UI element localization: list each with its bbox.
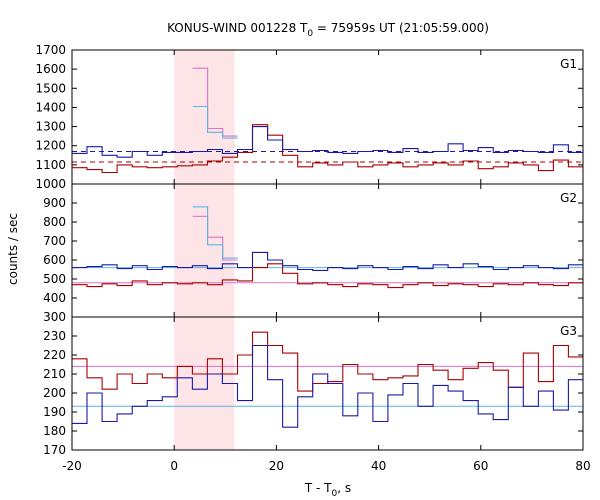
y-tick-label: 900 [43, 196, 66, 210]
x-axis-title: T - T0, s [304, 481, 351, 499]
x-tick-label: 60 [473, 459, 488, 473]
y-tick-label: 180 [43, 424, 66, 438]
y-tick-label: 230 [43, 329, 66, 343]
chart-title-main: KONUS-WIND 001228 T [167, 21, 308, 35]
panel-label-g2: G2 [560, 191, 577, 205]
panel-g3: 170 180 190 200 210 220 230 G3 [43, 316, 584, 457]
series-g1-0 [72, 124, 583, 174]
x-tick-label: -20 [62, 459, 82, 473]
series-g1-3 [192, 105, 238, 139]
y-tick-label: 300 [43, 310, 66, 324]
y-tick-label: 700 [43, 234, 66, 248]
x-tick-label: 80 [575, 459, 590, 473]
y-tick-label: 1400 [35, 100, 66, 114]
y-tick-label: 1500 [35, 81, 66, 95]
y-tick-label: 1300 [35, 120, 66, 134]
y-tick-label: 170 [43, 443, 66, 457]
burst-interval-highlight [174, 50, 235, 450]
y-axis-title: counts / sec [6, 213, 20, 285]
y-tick-label: 210 [43, 367, 66, 381]
series-g1-1 [72, 126, 583, 158]
x-axis-title-rest: , s [337, 481, 351, 495]
chart-title: KONUS-WIND 001228 T0 = 75959s UT (21:05:… [167, 21, 489, 39]
y-tick-label: 190 [43, 405, 66, 419]
panel-label-g1: G1 [560, 57, 577, 71]
plot-area: 10001100120013001400150016001700G1300400… [35, 43, 590, 473]
y-tick-label: 1200 [35, 139, 66, 153]
x-axis-title-main: T - T [304, 481, 332, 495]
y-tick-label: 500 [43, 272, 66, 286]
panel-g1: 1000 1100 1200 1300 1400 1500 1600 1700 G1 [35, 43, 584, 191]
y-tick-label: 600 [43, 253, 66, 267]
series-g3-0 [72, 331, 583, 400]
y-tick-label: 1100 [35, 158, 66, 172]
y-tick-label: 200 [43, 386, 66, 400]
y-tick-label: 1700 [35, 43, 66, 57]
panel-frame-g2 [71, 183, 584, 318]
y-tick-label: 220 [43, 348, 66, 362]
series-g2-2 [192, 215, 238, 261]
chart-title-subscript: 0 [307, 29, 313, 39]
y-tick-label: 800 [43, 215, 66, 229]
x-axis-title-subscript: 0 [332, 489, 338, 499]
series-g2-3 [192, 206, 238, 259]
x-tick-label: 40 [371, 459, 386, 473]
y-tick-label: 1600 [35, 62, 66, 76]
x-tick-label: 20 [269, 459, 284, 473]
y-tick-label: 400 [43, 291, 66, 305]
series-g2-0 [72, 263, 583, 289]
series-g2-1 [72, 251, 583, 271]
series-g1-2 [192, 67, 238, 137]
x-tick-label: 0 [170, 459, 178, 473]
panel-frame-g3 [71, 316, 584, 451]
panel-g2: 300 400 500 600 700 800 900 G2 [43, 183, 584, 324]
series-g3-1 [72, 344, 583, 428]
y-tick-label: 1000 [35, 177, 66, 191]
chart-title-rest: = 75959s UT (21:05:59.000) [313, 21, 489, 35]
panel-label-g3: G3 [560, 324, 577, 338]
